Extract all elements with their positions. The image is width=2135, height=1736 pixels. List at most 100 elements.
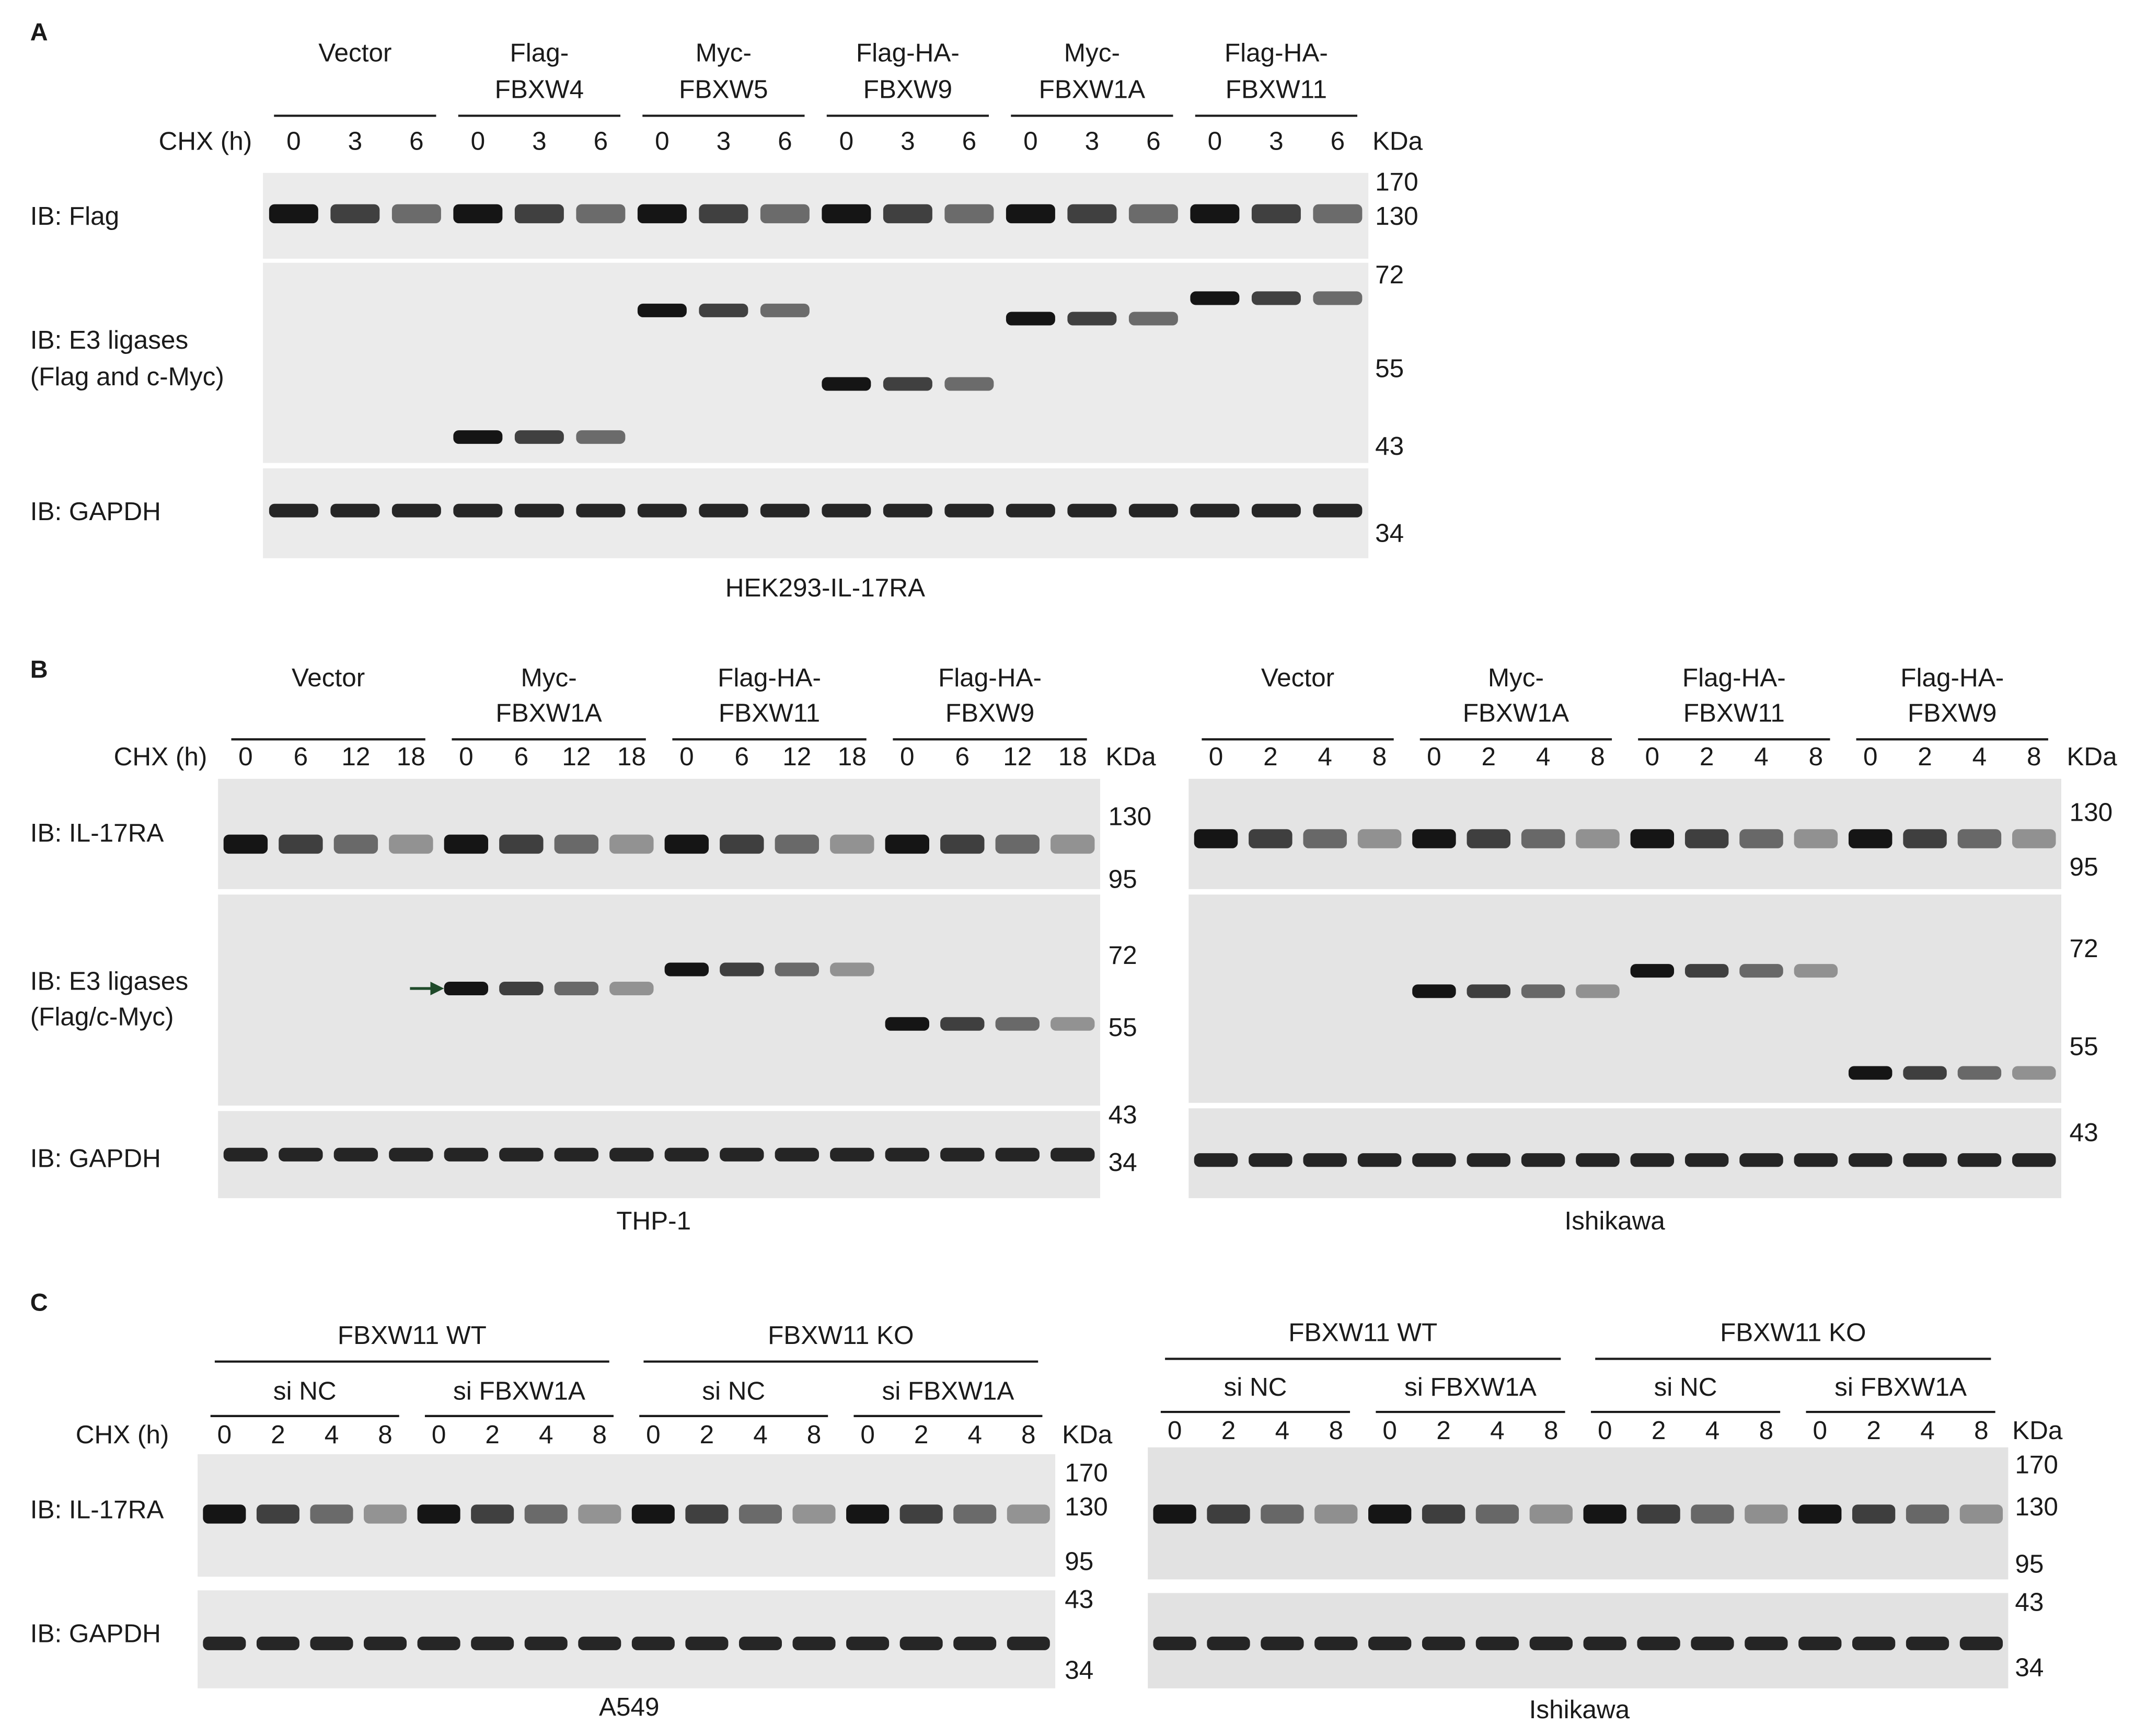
band	[944, 204, 994, 224]
row-label: IB: GAPDH	[30, 1619, 161, 1648]
time-label: 0	[1813, 1416, 1827, 1445]
kda-label: KDa	[2067, 742, 2117, 771]
time-label: 3	[901, 127, 915, 156]
group-label: Flag-HA-	[1682, 663, 1786, 692]
band	[1957, 1153, 2002, 1167]
group-label: Vector	[1261, 663, 1334, 692]
group-label: FBXW11 WT	[338, 1321, 487, 1350]
band	[1067, 204, 1117, 224]
band	[1684, 964, 1729, 978]
band	[576, 430, 626, 444]
band	[1207, 1504, 1250, 1524]
band	[1261, 1504, 1304, 1524]
band	[1207, 1636, 1250, 1650]
time-label: 6	[294, 742, 308, 771]
group-label: Myc-	[1064, 38, 1120, 67]
band	[1848, 1153, 1892, 1167]
marker-label: 55	[1109, 1013, 1137, 1042]
band	[1794, 964, 1838, 978]
band	[940, 834, 985, 854]
band	[256, 1504, 299, 1524]
time-label: 3	[1269, 127, 1284, 156]
band	[471, 1504, 514, 1524]
marker-label: 130	[1375, 202, 1418, 231]
band	[578, 1636, 621, 1650]
time-label: 0	[286, 127, 301, 156]
blot	[263, 173, 1369, 259]
band	[685, 1636, 729, 1650]
band	[1357, 1153, 1402, 1167]
band	[1521, 984, 1565, 998]
band	[1006, 312, 1055, 326]
band	[738, 1636, 782, 1650]
band	[885, 1147, 929, 1162]
marker-label: 130	[2070, 798, 2113, 827]
marker-label: 43	[2070, 1118, 2098, 1147]
band	[333, 834, 378, 854]
time-label: 3	[348, 127, 363, 156]
time-label: 3	[717, 127, 731, 156]
time-label: 18	[617, 742, 646, 771]
band	[554, 834, 599, 854]
row-label: (Flag/c-Myc)	[30, 1002, 174, 1031]
marker-label: 43	[1065, 1585, 1093, 1614]
cell-line: A549	[599, 1693, 660, 1721]
row-label: IB: GAPDH	[30, 1144, 161, 1172]
band	[1006, 503, 1055, 518]
band	[899, 1636, 943, 1650]
time-label: 18	[397, 742, 425, 771]
time-label: 4	[325, 1420, 339, 1449]
subgroup-label: si NC	[273, 1377, 337, 1406]
band	[514, 430, 564, 444]
time-label: 0	[1168, 1416, 1182, 1445]
time-label: 8	[593, 1420, 607, 1449]
band	[953, 1636, 997, 1650]
band	[1190, 503, 1240, 518]
band	[1190, 291, 1240, 305]
band	[1051, 834, 1095, 854]
time-label: 3	[532, 127, 547, 156]
band	[738, 1504, 782, 1524]
band	[256, 1636, 299, 1650]
band	[471, 1636, 514, 1650]
band	[1467, 1153, 1510, 1167]
time-label: 18	[838, 742, 867, 771]
band	[1313, 503, 1363, 518]
band	[685, 1504, 729, 1524]
band	[1313, 291, 1363, 305]
band	[899, 1504, 943, 1524]
time-label: 4	[1536, 742, 1551, 771]
group-label: FBXW11	[1683, 699, 1785, 728]
time-label: 2	[271, 1420, 285, 1449]
band	[1583, 1636, 1626, 1650]
group-label: FBXW9	[863, 75, 952, 104]
group-label: Vector	[292, 663, 365, 692]
band	[269, 204, 318, 224]
band	[1691, 1504, 1734, 1524]
time-label: 0	[1208, 127, 1222, 156]
band	[720, 834, 764, 854]
subgroup-label: si NC	[1224, 1373, 1287, 1401]
band	[524, 1504, 568, 1524]
band	[223, 1147, 268, 1162]
band	[609, 981, 654, 996]
time-label: 6	[778, 127, 792, 156]
band	[444, 834, 489, 854]
time-label: 12	[341, 742, 370, 771]
marker-label: 34	[1375, 519, 1404, 548]
chx-label: CHX (h)	[114, 742, 207, 771]
time-label: 2	[914, 1420, 929, 1449]
band	[1357, 829, 1402, 848]
band	[720, 1147, 764, 1162]
band	[1475, 1636, 1519, 1650]
band	[1007, 1636, 1050, 1650]
panel-label: B	[30, 656, 48, 683]
time-label: 6	[1146, 127, 1161, 156]
band	[391, 204, 441, 224]
band	[576, 503, 626, 518]
band	[1529, 1636, 1573, 1650]
cell-line: Ishikawa	[1564, 1206, 1665, 1235]
subgroup-label: si FBXW1A	[453, 1377, 585, 1406]
band	[631, 1504, 675, 1524]
